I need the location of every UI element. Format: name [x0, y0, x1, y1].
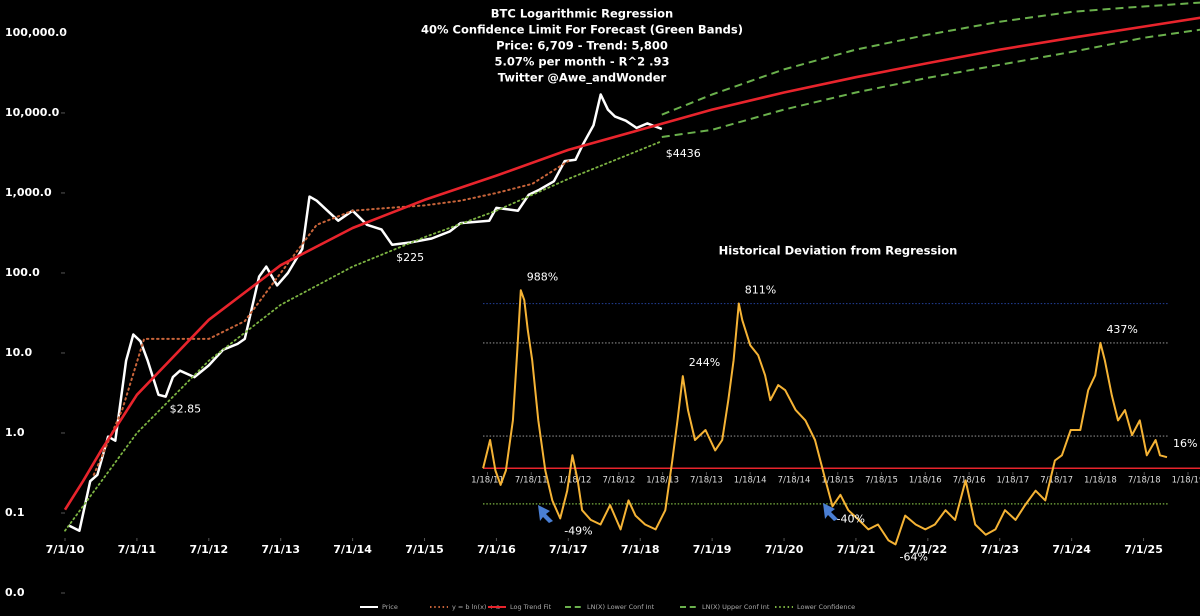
x-tick-label: 7/1/18 [621, 543, 660, 556]
series-line [92, 160, 570, 476]
deviation-inset: Historical Deviation from Regression 1/18… [471, 244, 1200, 563]
series-line [661, 1, 1200, 116]
x-tick-label: 7/1/12 [189, 543, 228, 556]
data-label: -64% [900, 550, 928, 563]
x-tick-label: 1/18/17 [996, 476, 1029, 486]
legend-label: LN(X) Upper Conf Int [702, 603, 770, 611]
x-tick-label: 1/18/11 [471, 476, 504, 486]
x-tick-label: 1/18/15 [821, 476, 854, 486]
data-label: -40% [837, 512, 865, 525]
chart-title: 40% Confidence Limit For Forecast (Green… [421, 23, 743, 37]
x-tick-label: 7/1/21 [837, 543, 876, 556]
chart-title: Twitter @Awe_andWonder [498, 71, 667, 86]
legend-label: LN(X) Lower Conf Int [587, 603, 655, 611]
series-line [63, 16, 1200, 511]
main-plot: BTC Logarithmic Regression 40% Confidence… [5, 1, 1200, 599]
data-label: 16% [1173, 437, 1197, 450]
x-tick-label: 7/1/15 [405, 543, 444, 556]
x-tick-label: 7/1/13 [261, 543, 300, 556]
x-tick-label: 7/1/14 [333, 543, 372, 556]
x-tick-label: 7/18/15 [865, 476, 898, 486]
x-tick-label: 1/18/14 [734, 476, 767, 486]
y-tick-label: 0.1 [5, 506, 25, 519]
arrow [538, 505, 553, 523]
data-label: 437% [1106, 323, 1137, 336]
data-label: 244% [689, 356, 720, 369]
x-tick-label: 1/18/16 [909, 476, 942, 486]
y-tick-label: 10.0 [5, 346, 32, 359]
legend-label: Lower Confidence [797, 603, 855, 611]
legend: Price y = b ln(x) + a Log Trend Fit LN(X) L… [360, 603, 855, 611]
x-tick-label: 7/1/25 [1124, 543, 1163, 556]
x-tick-label: 7/1/16 [477, 543, 516, 556]
x-tick-label: 7/1/17 [549, 543, 588, 556]
series-line [482, 289, 1168, 546]
x-tick-label: 7/18/12 [602, 476, 635, 486]
x-tick-label: 7/18/17 [1040, 476, 1073, 486]
x-tick-label: 1/18/19 [1172, 476, 1200, 486]
y-tick-label: 1,000.0 [5, 186, 52, 199]
y-tick-label: 1.0 [5, 426, 25, 439]
series-line [661, 28, 1200, 138]
data-label: 988% [527, 270, 558, 283]
series-line [64, 140, 663, 532]
x-tick-label: 7/1/11 [118, 543, 157, 556]
data-label: $4436 [666, 147, 701, 160]
legend-label: y = b ln(x) + a [452, 603, 500, 611]
data-label: $225 [396, 251, 424, 264]
x-tick-label: 7/18/11 [515, 476, 548, 486]
chart-title: 5.07% per month - R^2 .93 [494, 55, 669, 69]
x-tick-label: 7/1/22 [909, 543, 948, 556]
x-tick-label: 7/18/14 [778, 476, 811, 486]
legend-label: Price [382, 603, 398, 611]
y-tick-label: 100,000.0 [5, 26, 67, 39]
inset-title: Historical Deviation from Regression [719, 244, 958, 258]
x-tick-label: 7/18/16 [953, 476, 986, 486]
y-tick-label: 100.0 [5, 266, 40, 279]
x-tick-label: 1/18/12 [559, 476, 592, 486]
x-tick-label: 7/18/13 [690, 476, 723, 486]
x-tick-label: 1/18/18 [1084, 476, 1117, 486]
chart-title: BTC Logarithmic Regression [491, 7, 673, 21]
y-tick-label: 0.0 [5, 586, 25, 599]
x-tick-label: 7/1/20 [765, 543, 804, 556]
y-tick-label: 10,000.0 [5, 106, 60, 119]
x-tick-label: 7/1/24 [1052, 543, 1091, 556]
data-label: -49% [564, 524, 592, 537]
legend-label: Log Trend Fit [510, 603, 552, 611]
x-tick-label: 7/1/10 [46, 543, 85, 556]
x-tick-label: 1/18/13 [646, 476, 679, 486]
arrow [823, 503, 838, 521]
data-label: $2.85 [170, 403, 202, 416]
chart-title: Price: 6,709 - Trend: 5,800 [496, 39, 668, 53]
x-tick-label: 7/1/19 [693, 543, 732, 556]
x-tick-label: 7/1/23 [980, 543, 1019, 556]
data-label: 811% [745, 284, 776, 297]
series-line [68, 93, 663, 532]
x-tick-label: 7/18/18 [1128, 476, 1161, 486]
